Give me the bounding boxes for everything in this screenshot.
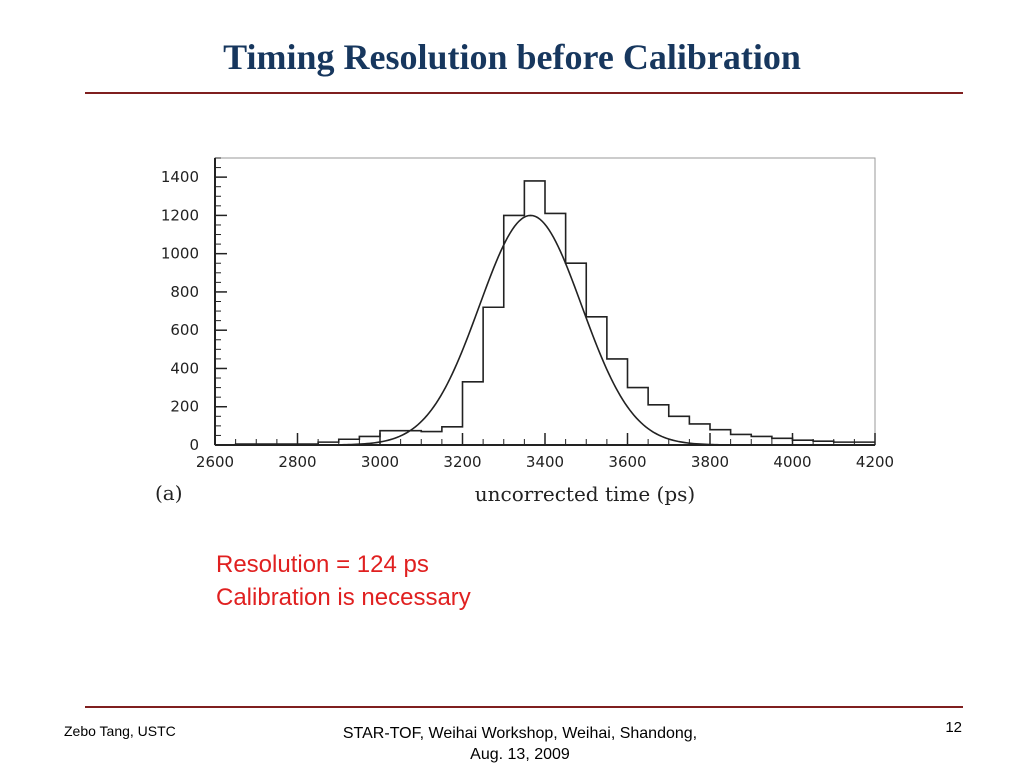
x-tick-label: 3600 [608, 453, 646, 471]
y-tick-label: 800 [170, 283, 199, 301]
x-tick-label: 3400 [526, 453, 564, 471]
y-tick-label: 200 [170, 398, 199, 416]
calibration-note: Calibration is necessary [216, 584, 471, 611]
histogram-bins [215, 180, 875, 446]
x-tick-label: 4000 [773, 453, 811, 471]
y-tick-label: 400 [170, 359, 199, 377]
panel-label: (a) [155, 481, 183, 505]
gaussian-fit-curve [300, 214, 761, 446]
x-tick-label: 2600 [196, 453, 234, 471]
x-axis-label: uncorrected time (ps) [475, 482, 695, 506]
y-tick-label: 1000 [161, 245, 199, 263]
y-tick-label: 1400 [161, 168, 199, 186]
page-number: 12 [945, 719, 962, 736]
result-notes: Resolution = 124 ps Calibration is neces… [216, 548, 471, 614]
x-tick-label: 3000 [361, 453, 399, 471]
y-tick-label: 1200 [161, 206, 199, 224]
footer-event-line-1: STAR-TOF, Weihai Workshop, Weihai, Shand… [342, 725, 698, 742]
footer-divider [85, 706, 963, 708]
histogram-svg: 2600 2800 3000 3200 3400 3600 3800 4000 4200 0 200… [155, 157, 894, 506]
title-divider [85, 92, 963, 94]
x-tick-label: 3800 [691, 453, 729, 471]
x-tick-label: 2800 [278, 453, 316, 471]
footer-event: STAR-TOF, Weihai Workshop, Weihai, Shand… [300, 723, 740, 765]
y-tick-label: 600 [170, 321, 199, 339]
y-tick-label: 0 [189, 436, 199, 454]
resolution-note: Resolution = 124 ps [216, 551, 429, 578]
x-tick-label: 3200 [443, 453, 481, 471]
slide-title: Timing Resolution before Calibration [223, 37, 801, 77]
x-tick-label: 4200 [856, 453, 894, 471]
footer-event-line-2: Aug. 13, 2009 [470, 746, 570, 763]
histogram-chart: 2600 2800 3000 3200 3400 3600 3800 4000 4200 0 200… [150, 150, 910, 525]
footer-author: Zebo Tang, USTC [64, 723, 176, 739]
